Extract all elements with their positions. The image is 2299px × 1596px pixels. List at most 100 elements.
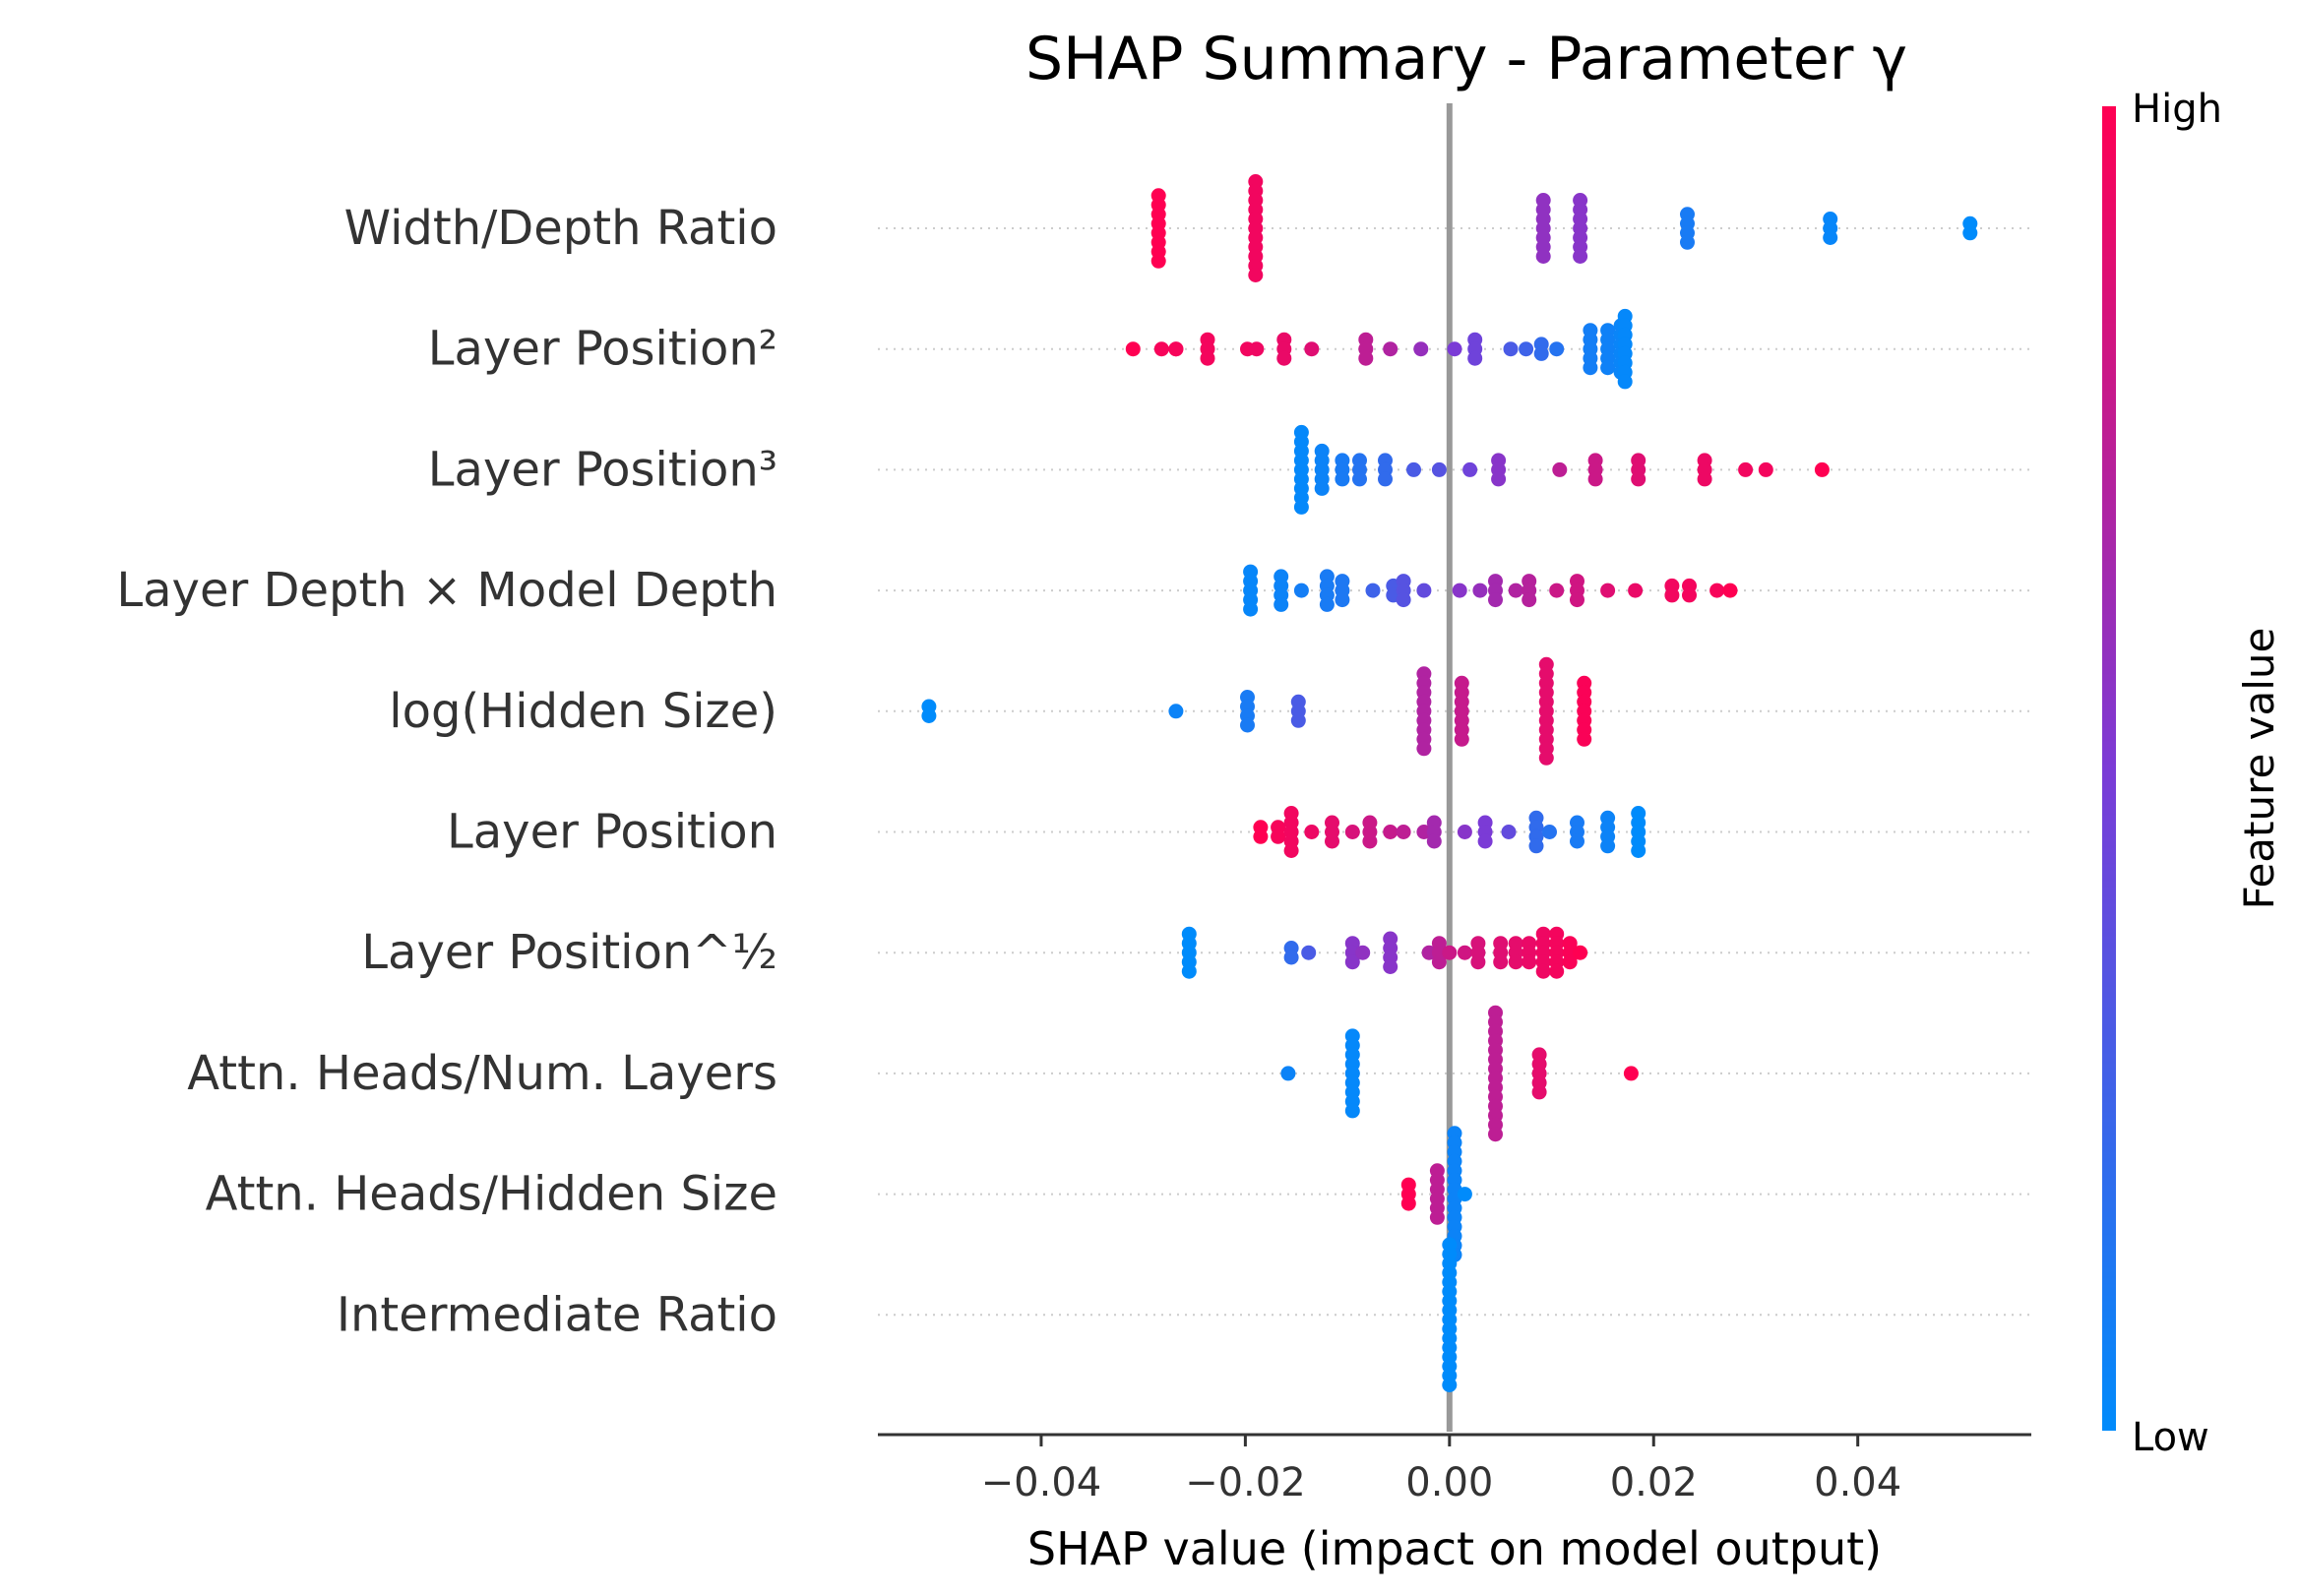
shap-point bbox=[1452, 583, 1467, 598]
shap-point bbox=[1344, 954, 1360, 970]
shap-point bbox=[1600, 360, 1616, 376]
colorbar-title: Feature value bbox=[2235, 628, 2283, 910]
shap-point bbox=[1293, 499, 1309, 515]
shap-point bbox=[1301, 945, 1317, 960]
shap-point bbox=[1416, 825, 1432, 839]
shap-point bbox=[1325, 833, 1339, 849]
shap-point bbox=[1552, 461, 1568, 477]
shap-point bbox=[1314, 480, 1330, 496]
shap-point bbox=[1697, 471, 1712, 487]
shap-point bbox=[1168, 341, 1184, 357]
shap-point bbox=[1276, 350, 1292, 366]
shap-point bbox=[1528, 838, 1544, 854]
feature-label: Layer Position² bbox=[428, 322, 777, 377]
shap-point bbox=[1344, 1103, 1360, 1119]
feature-label: Layer Depth × Model Depth bbox=[116, 563, 777, 618]
shap-point bbox=[921, 708, 937, 723]
shap-point bbox=[1447, 341, 1462, 357]
shap-point bbox=[1426, 833, 1442, 849]
shap-point bbox=[1533, 345, 1549, 361]
shap-point bbox=[1573, 945, 1588, 960]
colorbar-low-label: Low bbox=[2132, 1415, 2209, 1460]
shap-point bbox=[1467, 350, 1483, 366]
shap-point bbox=[1823, 230, 1838, 245]
shap-point bbox=[1501, 825, 1517, 839]
shap-point bbox=[1383, 825, 1398, 839]
shap-point bbox=[1722, 583, 1738, 598]
colorbar bbox=[2102, 106, 2116, 1431]
shap-point bbox=[1413, 341, 1429, 357]
shap-point bbox=[1522, 592, 1537, 608]
shap-point bbox=[1542, 825, 1557, 839]
shap-point bbox=[1416, 741, 1432, 757]
shap-point bbox=[1573, 249, 1588, 264]
shap-point bbox=[1362, 833, 1378, 849]
shap-point bbox=[1477, 833, 1493, 849]
shap-point bbox=[1503, 341, 1519, 357]
shap-point bbox=[1431, 461, 1447, 477]
shap-point bbox=[1283, 950, 1299, 965]
shap-point bbox=[1304, 341, 1320, 357]
shap-point bbox=[1181, 963, 1197, 979]
shap-point bbox=[1493, 954, 1509, 970]
feature-label: log(Hidden Size) bbox=[389, 684, 777, 739]
shap-point bbox=[1457, 825, 1472, 839]
x-axis-ticks: −0.04 −0.02 0.00 0.02 0.04 bbox=[981, 1435, 1901, 1505]
shap-point bbox=[1442, 945, 1458, 960]
shap-point bbox=[1248, 268, 1264, 282]
shap-point bbox=[1814, 461, 1830, 477]
shap-point bbox=[1240, 717, 1255, 733]
shap-point bbox=[1383, 341, 1398, 357]
shap-point bbox=[1600, 583, 1616, 598]
shap-point bbox=[1283, 843, 1299, 858]
shap-point bbox=[1519, 341, 1534, 357]
shap-point bbox=[1396, 592, 1411, 608]
shap-point bbox=[1709, 583, 1725, 598]
shap-point bbox=[1280, 1066, 1296, 1081]
shap-point bbox=[1488, 592, 1503, 608]
feature-label: Attn. Heads/Hidden Size bbox=[206, 1167, 777, 1222]
shap-point bbox=[1562, 954, 1578, 970]
shap-point bbox=[1535, 249, 1551, 264]
shap-point bbox=[1304, 825, 1320, 839]
shap-point bbox=[1549, 963, 1565, 979]
x-tick-label: −0.04 bbox=[981, 1460, 1102, 1505]
shap-point bbox=[1365, 583, 1381, 598]
shap-point bbox=[1253, 829, 1269, 844]
shap-point bbox=[1400, 1196, 1416, 1211]
shap-point bbox=[1508, 583, 1523, 598]
shap-point bbox=[1587, 471, 1603, 487]
shap-point bbox=[1628, 583, 1644, 598]
shap-point bbox=[1454, 731, 1469, 747]
shap-point bbox=[1243, 601, 1259, 617]
shap-point bbox=[1290, 712, 1306, 728]
feature-label: Layer Position³ bbox=[428, 442, 777, 497]
x-tick-label: 0.04 bbox=[1814, 1460, 1901, 1505]
feature-labels: Width/Depth Ratio Layer Position² Layer Po… bbox=[116, 201, 777, 1342]
shap-point bbox=[1570, 592, 1584, 608]
shap-point bbox=[1631, 471, 1647, 487]
shap-point bbox=[1358, 350, 1374, 366]
shap-point bbox=[1429, 1209, 1445, 1225]
shap-point bbox=[1583, 360, 1598, 376]
shap-point bbox=[1549, 583, 1565, 598]
shap-point bbox=[1623, 1066, 1639, 1081]
shap-point bbox=[1472, 583, 1488, 598]
shap-point bbox=[1508, 954, 1523, 970]
shap-point bbox=[1378, 471, 1393, 487]
shap-points bbox=[921, 174, 1978, 1392]
feature-label: Width/Depth Ratio bbox=[344, 201, 777, 256]
shap-point bbox=[1335, 592, 1350, 608]
shap-point bbox=[1680, 234, 1695, 250]
shap-point bbox=[1462, 461, 1478, 477]
shap-point bbox=[1962, 225, 1978, 241]
shap-point bbox=[1577, 731, 1592, 747]
shap-point bbox=[1488, 1127, 1503, 1142]
shap-point bbox=[1617, 374, 1633, 390]
x-tick-label: 0.00 bbox=[1405, 1460, 1493, 1505]
shap-point bbox=[1168, 704, 1184, 719]
shap-point bbox=[1522, 954, 1537, 970]
shap-point bbox=[1125, 341, 1141, 357]
shap-point bbox=[1383, 959, 1398, 974]
shap-point bbox=[1335, 471, 1350, 487]
